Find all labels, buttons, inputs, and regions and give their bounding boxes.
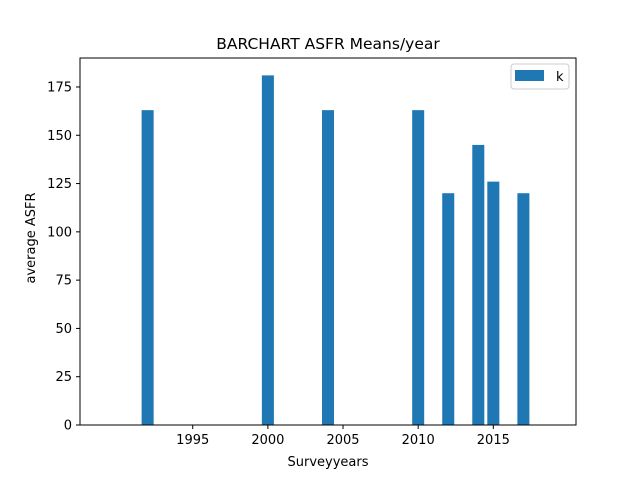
axes-group: 1995 2000 2005 2010 2015 0 25 50 75 100 125 150 175 [47, 57, 577, 448]
x-tick-label: 2010 [402, 433, 435, 448]
y-tick-label: 25 [55, 370, 72, 385]
y-tick-label: 100 [47, 225, 72, 240]
bar-2000 [261, 75, 274, 425]
x-tick-label: 2005 [326, 433, 359, 448]
bar-2017 [517, 193, 530, 425]
y-tick-label: 125 [47, 177, 72, 192]
y-tick-label: 175 [47, 80, 72, 95]
y-tick-label: 75 [55, 274, 72, 289]
bar-2014 [472, 144, 485, 425]
bar-2012 [442, 193, 455, 425]
x-tick-label: 2015 [477, 433, 510, 448]
legend-label: k [556, 70, 564, 85]
bar-2015 [487, 181, 500, 425]
y-tick-label: 50 [55, 322, 72, 337]
bar-1992 [141, 110, 154, 425]
legend: k [510, 63, 570, 90]
y-axis-label: average ASFR [24, 192, 39, 283]
chart-title: BARCHART ASFR Means/year [216, 35, 440, 53]
y-tick-label: 150 [47, 129, 72, 144]
bars-group [141, 75, 530, 425]
x-tick-label: 2000 [251, 433, 284, 448]
plot-frame [79, 57, 577, 426]
x-tick-label: 1995 [176, 433, 209, 448]
x-axis-label: Surveyyears [288, 455, 369, 470]
y-tick-label: 0 [64, 419, 72, 434]
bar-2004 [321, 110, 335, 425]
bar-2010 [412, 110, 425, 425]
legend-swatch [515, 70, 544, 81]
